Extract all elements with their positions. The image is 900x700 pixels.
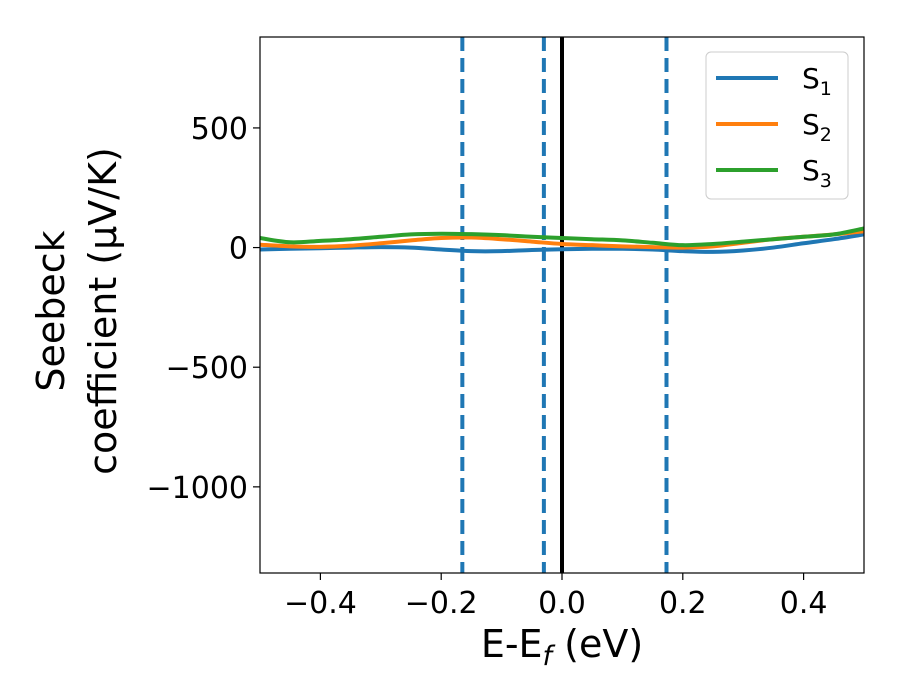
y-tick-label: 500 [191,112,248,147]
legend-label-s1: S1 [802,62,832,100]
y-axis-title-line1: Seebeck [29,230,73,391]
x-axis-title: E-Ef (eV) [481,622,643,672]
x-tick-label: −0.4 [284,586,357,621]
legend-label-s2: S2 [802,108,832,146]
legend-label-s3: S3 [802,154,832,192]
y-axis: 500 0 −500 −1000 [147,112,260,506]
y-tick-label: −1000 [147,471,248,506]
y-axis-title-line2: coefficient (μV/K) [81,147,125,475]
series-line-s1 [260,232,864,254]
legend: S1 S2 S3 [705,51,849,200]
x-tick-label: 0.4 [780,586,828,621]
legend-entry: S1 [716,62,832,100]
y-axis-title: Seebeck coefficient (μV/K) [29,147,125,475]
x-tick-label: 0.0 [538,586,586,621]
x-tick-label: −0.2 [405,586,478,621]
series-line-s3 [260,226,864,248]
y-tick-label: 0 [229,232,248,267]
y-tick-label: −500 [166,351,248,386]
x-tick-label: 0.2 [659,586,707,621]
legend-entry: S3 [716,154,832,192]
x-axis: −0.4 −0.2 0.0 0.2 0.4 [284,573,827,621]
vertical-lines [460,37,669,573]
legend-entry: S2 [716,108,832,146]
series-lines [260,226,864,254]
